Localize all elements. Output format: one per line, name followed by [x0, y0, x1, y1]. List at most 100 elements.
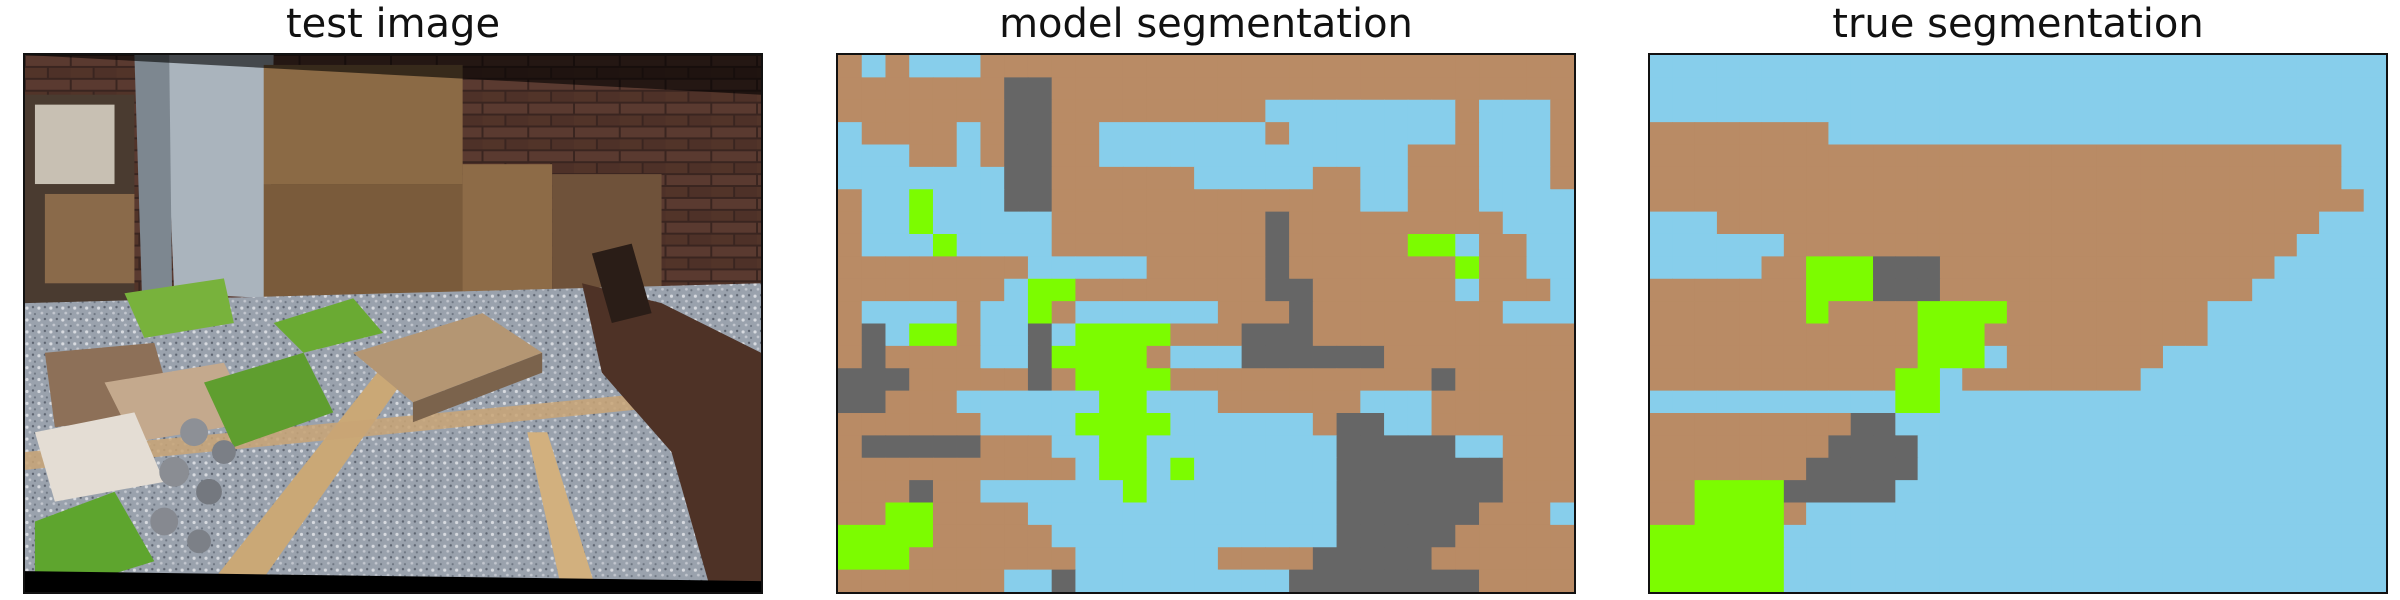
true-cell-brown	[2096, 323, 2119, 347]
model-cell-brown	[1146, 278, 1171, 302]
model-cell-blue	[1075, 569, 1100, 592]
true-cell-brown	[1939, 144, 1963, 168]
true-cell-blue	[2341, 435, 2365, 459]
model-cell-gray	[1004, 77, 1029, 101]
model-cell-brown	[1526, 77, 1551, 101]
true-cell-blue	[2096, 457, 2119, 481]
true-cell-blue	[2051, 524, 2075, 548]
model-cell-brown	[1051, 122, 1077, 146]
true-cell-blue	[2096, 413, 2119, 436]
model-cell-brown	[1217, 77, 1243, 101]
model-cell-brown	[980, 524, 1005, 548]
model-cell-brown	[1241, 368, 1266, 392]
true-cell-blue	[2363, 301, 2386, 325]
true-cell-brown	[2140, 233, 2164, 257]
true-cell-brown	[1806, 368, 1830, 392]
true-cell-blue	[2252, 524, 2276, 548]
true-cell-brown	[2006, 323, 2030, 347]
model-cell-brown	[1431, 256, 1456, 280]
true-cell-blue	[2274, 524, 2298, 548]
model-cell-brown	[838, 502, 863, 526]
true-cell-brown	[2073, 301, 2097, 325]
true-cell-gray	[1828, 480, 1852, 504]
model-cell-blue	[1455, 278, 1480, 302]
true-cell-blue	[2296, 524, 2320, 548]
true-cell-blue	[2051, 480, 2075, 504]
true-cell-gray	[1873, 278, 1896, 302]
model-cell-brown	[1027, 524, 1053, 548]
model-cell-blue	[1027, 233, 1053, 257]
true-cell-green	[1761, 524, 1785, 548]
model-cell-brown	[1502, 435, 1528, 459]
model-cell-brown	[1146, 55, 1171, 78]
model-cell-brown	[1336, 166, 1361, 190]
true-cell-brown	[1850, 189, 1874, 213]
model-cell-brown	[1502, 457, 1528, 481]
true-cell-green	[1895, 368, 1919, 392]
true-cell-blue	[1761, 55, 1785, 78]
true-cell-green	[1806, 301, 1830, 325]
model-segmentation-map	[838, 55, 1574, 592]
model-cell-blue	[1170, 569, 1195, 592]
model-cell-blue	[1502, 301, 1528, 325]
true-cell-brown	[2029, 256, 2053, 280]
model-cell-brown	[1312, 256, 1338, 280]
model-cell-blue	[1122, 547, 1148, 571]
test-image-title: test image	[285, 1, 501, 47]
true-cell-blue	[2363, 233, 2386, 257]
model-cell-brown	[909, 122, 934, 146]
true-cell-blue	[2029, 569, 2053, 592]
true-cell-green	[1672, 547, 1696, 571]
model-cell-brown	[1099, 55, 1124, 78]
true-cell-blue	[1917, 413, 1941, 436]
model-cell-blue	[1051, 323, 1077, 347]
true-cell-blue	[2363, 368, 2386, 392]
model-cell-brown	[1550, 166, 1574, 190]
model-cell-gray	[838, 390, 863, 414]
true-cell-blue	[2229, 457, 2253, 481]
model-cell-brown	[1075, 233, 1100, 257]
model-cell-blue	[1194, 480, 1219, 504]
model-cell-brown	[1265, 368, 1290, 392]
model-cell-brown	[932, 122, 958, 146]
model-cell-gray	[1360, 569, 1385, 592]
true-cell-brown	[1850, 211, 1874, 235]
model-cell-brown	[1170, 233, 1195, 257]
true-cell-brown	[1984, 278, 2008, 302]
model-cell-blue	[980, 233, 1005, 257]
true-cell-green	[1694, 569, 1718, 592]
true-cell-brown	[2096, 233, 2119, 257]
model-cell-blue	[1479, 144, 1504, 168]
model-cell-brown	[1455, 99, 1480, 123]
model-cell-brown	[956, 502, 982, 526]
model-cell-green	[1122, 368, 1148, 392]
model-cell-blue	[1550, 189, 1574, 213]
true-cell-brown	[1873, 144, 1896, 168]
true-cell-blue	[2229, 413, 2253, 436]
model-cell-brown	[909, 144, 934, 168]
model-cell-blue	[980, 301, 1005, 325]
true-cell-blue	[1783, 55, 1807, 78]
true-cell-blue	[2319, 547, 2342, 571]
model-cell-brown	[980, 547, 1005, 571]
model-cell-brown	[838, 77, 863, 101]
model-cell-green	[1122, 323, 1148, 347]
true-cell-blue	[1962, 99, 1986, 123]
true-cell-blue	[2319, 569, 2342, 592]
true-cell-blue	[1984, 345, 2008, 369]
true-cell-blue	[2096, 480, 2119, 504]
model-cell-blue	[1146, 301, 1171, 325]
model-cell-gray	[1479, 457, 1504, 481]
true-cell-blue	[2162, 480, 2186, 504]
true-cell-blue	[2207, 122, 2231, 146]
model-cell-gray	[885, 435, 910, 459]
true-cell-blue	[1939, 480, 1963, 504]
true-cell-blue	[2319, 323, 2342, 347]
true-cell-blue	[1694, 390, 1718, 414]
true-cell-blue	[2274, 55, 2298, 78]
model-cell-gray	[1407, 457, 1433, 481]
model-cell-brown	[861, 413, 887, 436]
model-cell-brown	[861, 122, 887, 146]
model-cell-blue	[1122, 524, 1148, 548]
true-cell-blue	[1917, 99, 1941, 123]
